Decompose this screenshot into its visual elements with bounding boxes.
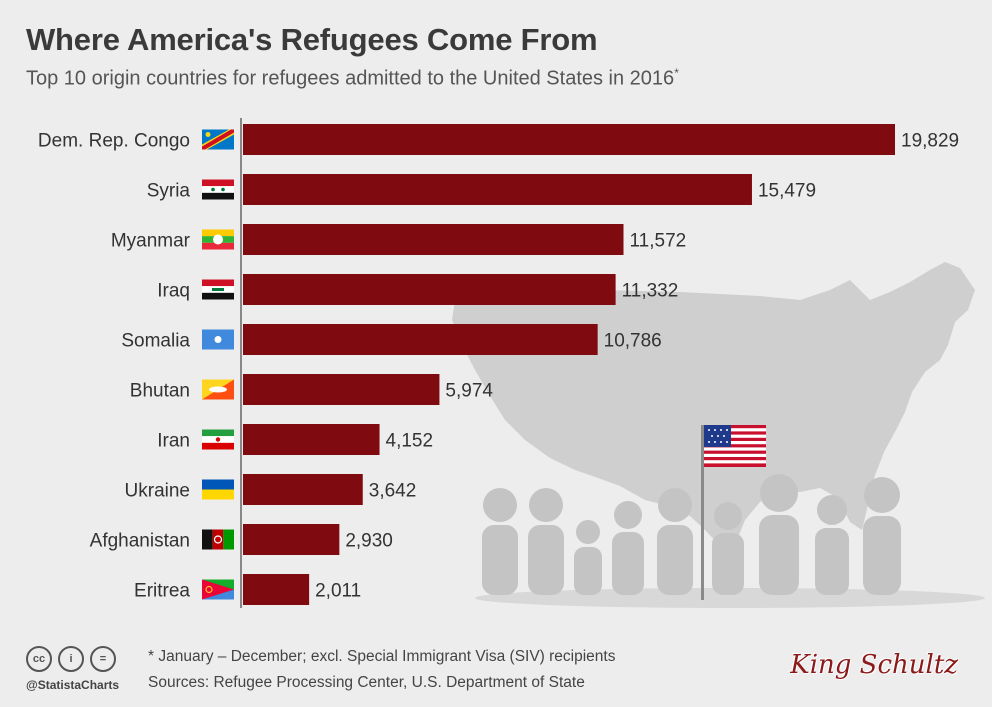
person-silhouette [712, 502, 744, 595]
license-icons: cc i = [26, 646, 116, 672]
iran-flag-icon [202, 429, 234, 450]
footnote: * January – December; excl. Special Immi… [148, 648, 616, 665]
somalia-flag-icon [202, 329, 234, 350]
ukraine-flag-icon [202, 479, 234, 500]
subtitle-text: Top 10 origin countries for refugees adm… [26, 67, 675, 90]
myanmar-flag-icon [202, 229, 234, 250]
chart-title: Where America's Refugees Come From [26, 22, 598, 57]
category-label: Dem. Rep. Congo [38, 131, 190, 152]
dr-congo-flag-icon [202, 129, 234, 150]
category-label: Somalia [121, 331, 190, 352]
person-silhouette [482, 488, 518, 595]
bar[interactable] [243, 124, 895, 155]
people-silhouettes [475, 474, 985, 608]
bar[interactable] [243, 474, 363, 505]
watermark: King Schultz [790, 650, 958, 680]
category-label: Bhutan [130, 381, 190, 402]
person-silhouette [863, 477, 901, 595]
bar-value-label: 2,930 [345, 531, 393, 552]
eritrea-flag-icon [202, 579, 234, 600]
bar-value-label: 11,572 [630, 231, 687, 252]
bhutan-flag-icon [202, 379, 234, 400]
bar[interactable] [243, 174, 752, 205]
subtitle-footnote-mark: * [674, 66, 679, 80]
person-silhouette [528, 488, 564, 595]
bar[interactable] [243, 274, 616, 305]
bar-value-label: 5,974 [445, 381, 493, 402]
statista-handle[interactable]: @StatistaCharts [26, 678, 120, 692]
bars-layer: 19,829 Dem. Rep. Congo 15,479 Syria 11,572 My… [38, 124, 959, 605]
bar[interactable] [243, 374, 440, 405]
bar[interactable] [243, 324, 598, 355]
person-silhouette [759, 474, 799, 595]
category-label: Myanmar [111, 231, 191, 252]
bar-value-label: 4,152 [386, 431, 434, 452]
bar-value-label: 19,829 [901, 131, 959, 152]
bar-value-label: 2,011 [315, 581, 361, 602]
chart-subtitle: Top 10 origin countries for refugees adm… [26, 66, 679, 91]
category-label: Eritrea [134, 581, 190, 602]
iraq-flag-icon [202, 279, 234, 300]
category-label: Iraq [157, 281, 190, 302]
syria-flag-icon [202, 179, 234, 200]
person-silhouette [657, 488, 693, 595]
category-label: Iran [157, 431, 190, 452]
us-flag-icon [701, 425, 766, 600]
bar-value-label: 3,642 [369, 481, 417, 502]
afghanistan-flag-icon [202, 529, 234, 550]
category-label: Ukraine [125, 481, 190, 502]
bar[interactable] [243, 524, 340, 555]
bar[interactable] [243, 424, 380, 455]
bar[interactable] [243, 224, 624, 255]
person-silhouette [815, 495, 849, 595]
bar-value-label: 10,786 [604, 331, 662, 352]
sources: Sources: Refugee Processing Center, U.S.… [148, 674, 585, 691]
person-silhouette [574, 520, 602, 595]
equals-icon[interactable]: = [90, 646, 116, 672]
bar[interactable] [243, 574, 310, 605]
by-icon[interactable]: i [58, 646, 84, 672]
category-label: Syria [147, 181, 191, 202]
person-silhouette [612, 501, 644, 595]
category-label: Afghanistan [90, 531, 190, 552]
bar-value-label: 15,479 [758, 181, 816, 202]
bar-value-label: 11,332 [622, 281, 679, 302]
cc-icon[interactable]: cc [26, 646, 52, 672]
